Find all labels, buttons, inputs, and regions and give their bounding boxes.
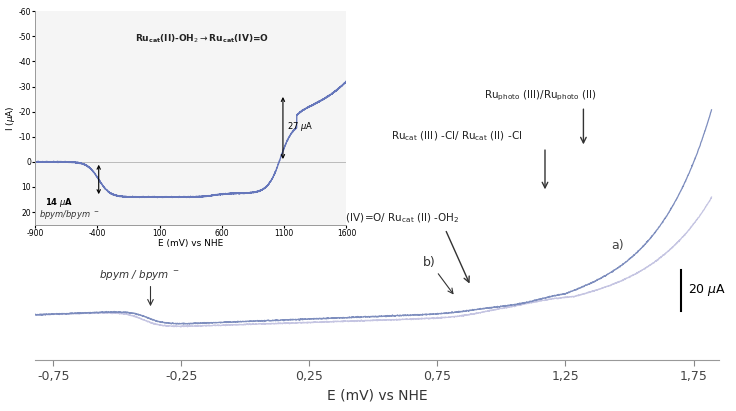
Text: a): a) <box>612 239 624 252</box>
Text: 20 $\mu$A: 20 $\mu$A <box>688 282 726 298</box>
Text: Ru$_{\mathregular{cat}}$ (III) -Cl/ Ru$_{\mathregular{cat}}$ (II) -Cl: Ru$_{\mathregular{cat}}$ (III) -Cl/ Ru$_… <box>392 129 523 143</box>
Text: Ru$_{\mathregular{cat}}$ (IV)=O/ Ru$_{\mathregular{cat}}$ (II) -OH$_2$: Ru$_{\mathregular{cat}}$ (IV)=O/ Ru$_{\m… <box>317 211 460 224</box>
Text: bpym / bpym $^-$: bpym / bpym $^-$ <box>99 268 180 282</box>
Text: b): b) <box>423 256 453 293</box>
Text: Ru$_{\mathregular{photo}}$ (III)/Ru$_{\mathregular{photo}}$ (II): Ru$_{\mathregular{photo}}$ (III)/Ru$_{\m… <box>484 89 596 103</box>
X-axis label: E (mV) vs NHE: E (mV) vs NHE <box>327 389 428 403</box>
